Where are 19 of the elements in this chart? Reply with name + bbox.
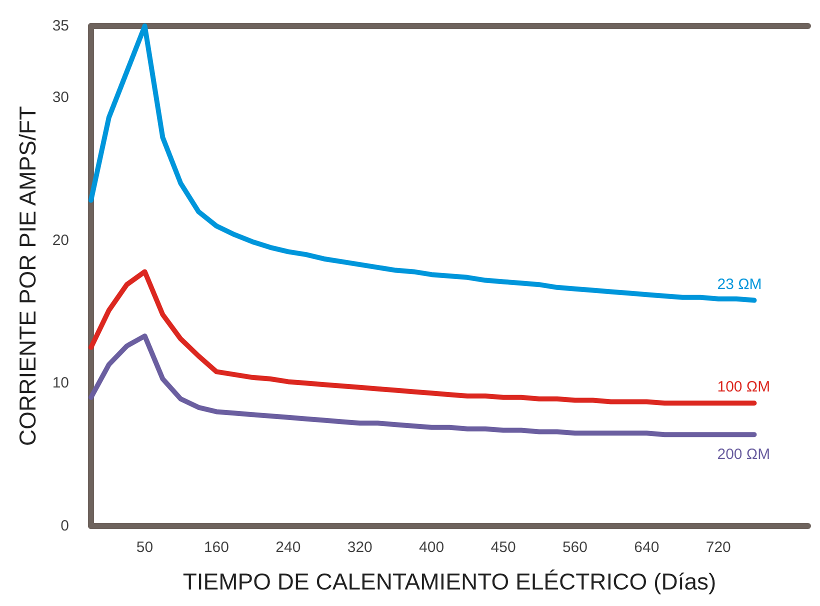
x-tick-label: 50 [136,539,154,556]
x-tick-label: 400 [419,539,444,556]
x-tick-label: 240 [276,539,301,556]
x-tick-label: 720 [706,539,731,556]
y-tick-label: 20 [52,232,69,249]
y-tick-label: 10 [52,374,69,392]
series-label: 200 ΩM [717,446,770,464]
x-axis-title: TIEMPO DE CALENTAMIENTO ELÉCTRICO (Días) [182,568,716,594]
x-tick-label: 560 [562,539,588,556]
y-axis-title: CORRIENTE POR PIE AMPS/FT [14,106,40,446]
x-tick-label: 160 [204,539,229,556]
x-tick-label: 450 [490,539,516,556]
y-tick-label: 35 [52,18,69,34]
x-tick-label: 640 [634,539,660,556]
y-tick-label: 30 [52,88,69,106]
series-label: 23 ΩM [717,276,762,293]
x-tick-label: 320 [347,539,372,556]
series-label: 100 ΩM [717,378,770,396]
y-tick-label: 0 [60,518,69,534]
